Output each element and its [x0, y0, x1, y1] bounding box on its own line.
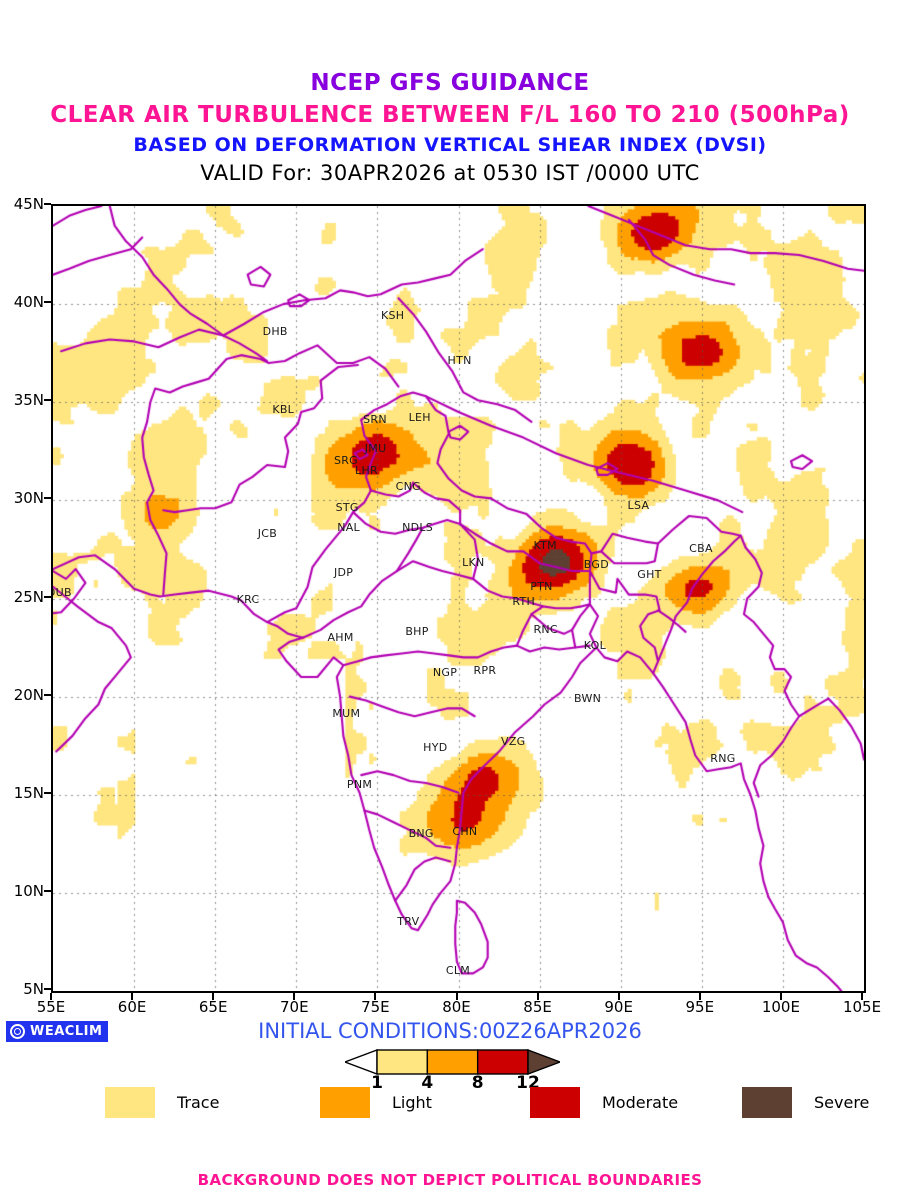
legend-entry: Light — [320, 1086, 432, 1118]
page-subtitle: CLEAR AIR TURBULENCE BETWEEN F/L 160 TO … — [50, 102, 850, 128]
x-axis-tick-label: 105E — [842, 998, 882, 1016]
x-axis-tick — [131, 993, 134, 1000]
category-legend: Trace Light Moderate Severe — [0, 1086, 900, 1120]
weaclim-label: WEACLIM — [30, 1024, 103, 1039]
y-axis-tick-label: 15N — [13, 783, 44, 802]
x-axis-tick — [374, 993, 377, 1000]
colorbar-band — [426, 1049, 479, 1075]
x-axis-tick-label: 75E — [361, 998, 390, 1016]
turbulence-contour-canvas — [53, 206, 864, 991]
legend-label: Severe — [814, 1092, 870, 1112]
x-axis-tick — [861, 993, 863, 1000]
y-axis-tick — [44, 497, 51, 500]
x-axis-tick-label: 55E — [36, 998, 66, 1016]
y-axis-tick-label: 25N — [13, 587, 44, 606]
y-axis-tick — [44, 693, 51, 696]
y-axis-tick-label: 35N — [13, 391, 44, 410]
x-axis-tick — [617, 993, 620, 1000]
legend-swatch — [530, 1086, 580, 1118]
initial-conditions-label: INITIAL CONDITIONS:00Z26APR2026 — [258, 1019, 642, 1043]
y-axis-tick — [44, 791, 51, 794]
page-basis-line: BASED ON DEFORMATION VERTICAL SHEAR INDE… — [133, 134, 767, 156]
y-axis-tick — [44, 889, 51, 892]
legend-swatch — [742, 1086, 792, 1118]
x-axis-tick — [293, 993, 296, 1000]
y-axis-tick — [44, 988, 51, 990]
colorbar — [345, 1049, 560, 1075]
y-axis-tick-label: 5N — [23, 980, 44, 998]
x-axis-tick — [50, 993, 52, 1000]
x-axis-tick-label: 60E — [117, 998, 147, 1016]
colorbar-over-arrow — [527, 1049, 560, 1075]
weaclim-circle-icon — [10, 1024, 25, 1039]
x-axis-tick-label: 95E — [685, 998, 715, 1016]
x-axis-tick — [455, 993, 458, 1000]
legend-label: Moderate — [602, 1092, 679, 1112]
x-axis-tick-label: 100E — [761, 998, 800, 1016]
y-axis-tick — [44, 203, 51, 205]
colorbar-svg — [345, 1049, 560, 1075]
x-axis-tick — [212, 993, 215, 1000]
legend-swatch — [105, 1086, 155, 1118]
colorbar-tick-label: 8 — [471, 1073, 484, 1093]
title-block: NCEP GFS GUIDANCE CLEAR AIR TURBULENCE B… — [0, 0, 900, 185]
colorbar-band — [376, 1049, 429, 1075]
y-axis-tick-label: 10N — [13, 881, 44, 900]
y-axis-tick-label: 45N — [13, 195, 44, 213]
x-axis-tick — [779, 993, 782, 1000]
legend-entry: Severe — [742, 1086, 869, 1118]
x-axis-tick — [536, 993, 539, 1000]
x-axis-tick — [698, 993, 701, 1000]
y-axis-tick — [44, 595, 51, 598]
x-axis-tick-label: 85E — [523, 998, 552, 1016]
colorbar-band — [476, 1049, 529, 1075]
page-title: NCEP GFS GUIDANCE — [310, 70, 590, 96]
colorbar-tick-label: 4 — [421, 1073, 434, 1093]
y-axis-tick-label: 40N — [13, 293, 44, 312]
x-axis-tick-label: 70E — [280, 998, 309, 1016]
x-axis-tick-label: 90E — [604, 998, 633, 1016]
y-axis-tick-label: 30N — [13, 489, 44, 508]
legend-label: Light — [392, 1092, 432, 1112]
legend-label: Trace — [177, 1092, 220, 1112]
colorbar-tick-label: 1 — [371, 1073, 383, 1093]
legend-entry: Trace — [105, 1086, 219, 1118]
disclaimer-label: BACKGROUND DOES NOT DEPICT POLITICAL BOU… — [197, 1171, 703, 1189]
turbulence-map[interactable]: DHB KSH HTN KBL SRN LEH JMU SRG LHR CNG STG NDLS JCB… — [51, 204, 866, 993]
y-axis-tick — [44, 399, 51, 402]
valid-time-label: VALID For: 30APR2026 at 0530 IST /0000 U… — [200, 161, 700, 185]
colorbar-under-arrow — [345, 1049, 378, 1075]
legend-entry: Moderate — [530, 1086, 678, 1118]
x-axis-tick-label: 65E — [198, 998, 228, 1016]
x-axis-tick-label: 80E — [442, 998, 471, 1016]
y-axis-tick — [44, 301, 51, 304]
y-axis-tick-label: 20N — [13, 685, 44, 704]
weaclim-logo: WEACLIM — [6, 1021, 109, 1042]
legend-swatch — [320, 1086, 370, 1118]
